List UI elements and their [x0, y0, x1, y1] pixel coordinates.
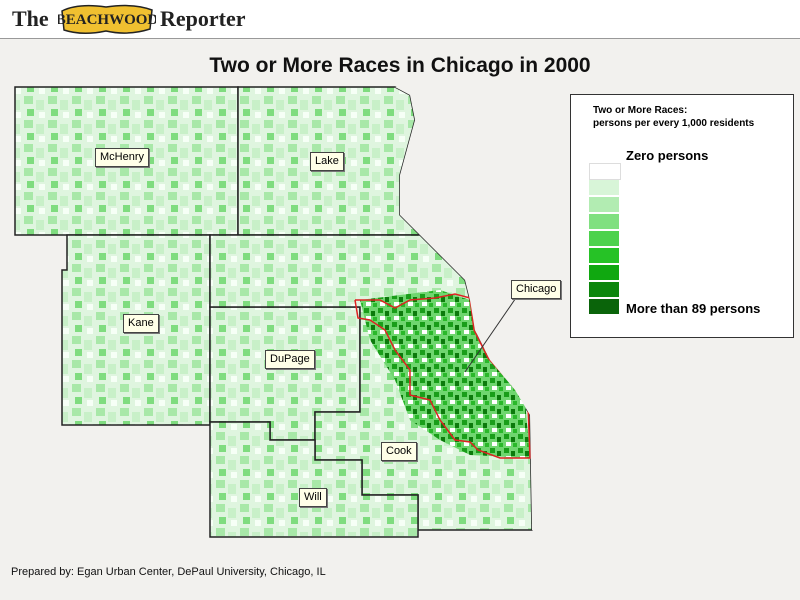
legend-high-label: More than 89 persons — [626, 301, 761, 316]
legend-swatch — [589, 265, 619, 280]
legend-heading-1: Two or More Races: — [593, 105, 688, 116]
label-kane: Kane — [123, 314, 159, 333]
masthead-reporter: Reporter — [160, 6, 246, 31]
legend-swatch — [589, 299, 619, 314]
legend: Two or More Races: persons per every 1,0… — [570, 94, 794, 338]
beachwood-logo: BEACHWOOD — [58, 4, 156, 34]
label-lake: Lake — [310, 152, 344, 171]
label-will: Will — [299, 488, 327, 507]
map-title: Two or More Races in Chicago in 2000 — [209, 54, 591, 77]
credit-line: Prepared by: Egan Urban Center, DePaul U… — [11, 566, 326, 578]
masthead: The BEACHWOOD Reporter — [0, 0, 800, 38]
legend-swatch — [589, 214, 619, 229]
legend-swatch — [589, 282, 619, 297]
legend-swatch — [589, 197, 619, 212]
label-chicago: Chicago — [511, 280, 562, 299]
label-cook: Cook — [381, 442, 417, 461]
legend-heading-2: persons per every 1,000 residents — [593, 118, 755, 129]
urban-core — [360, 290, 530, 458]
legend-low-label: Zero persons — [626, 148, 709, 163]
legend-swatch — [589, 180, 619, 195]
county-will — [209, 421, 419, 538]
legend-swatch — [589, 231, 619, 246]
legend-swatch — [589, 163, 621, 180]
legend-swatch — [589, 248, 619, 263]
chicago-pointer — [464, 291, 521, 373]
label-mchenry: McHenry — [95, 148, 150, 167]
label-dupage: DuPage — [265, 350, 315, 369]
chicago-boundary — [354, 293, 531, 459]
masthead-the: The — [12, 6, 49, 31]
logo-text: BEACHWOOD — [58, 12, 156, 28]
lake-michigan — [395, 87, 545, 537]
masthead-rule — [0, 38, 800, 39]
